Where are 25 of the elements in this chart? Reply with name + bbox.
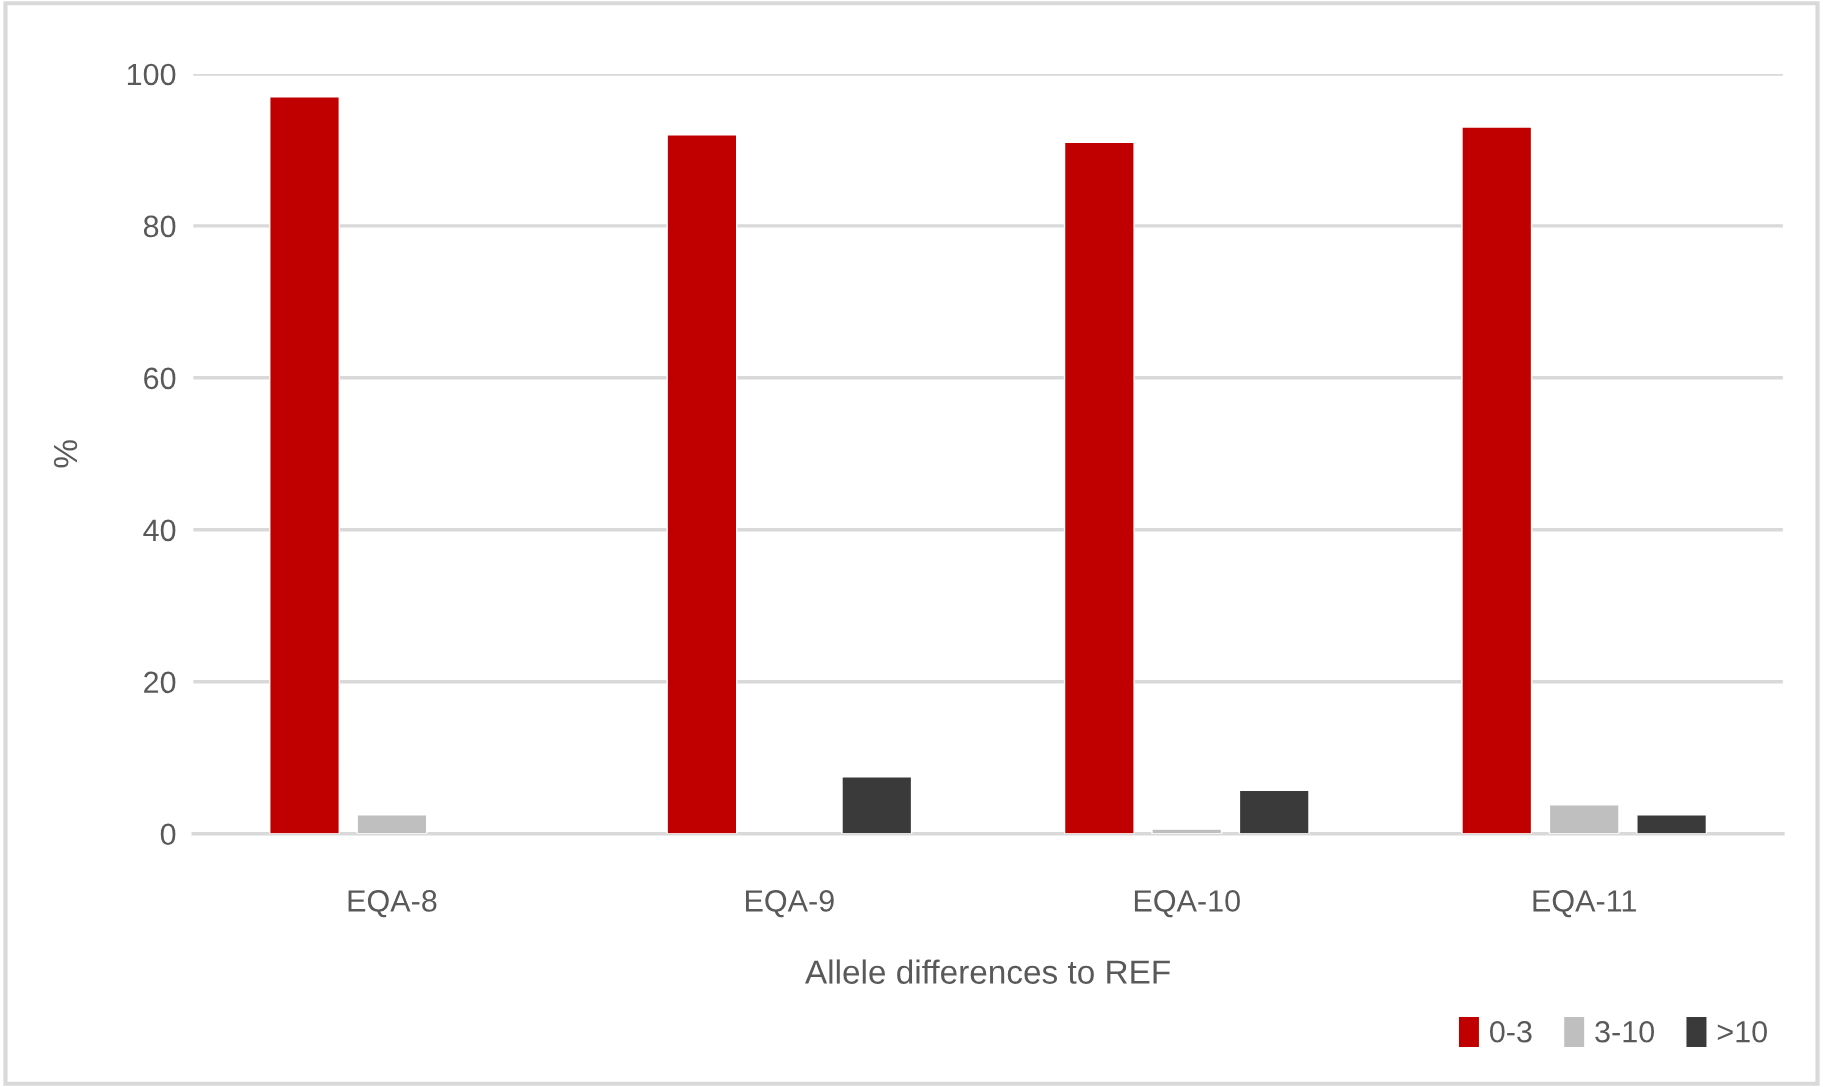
bar bbox=[1461, 126, 1533, 834]
y-tick-label: 0 bbox=[160, 823, 176, 846]
y-tick-label: 60 bbox=[144, 367, 176, 390]
x-tick-label: EQA-10 bbox=[1134, 890, 1240, 918]
bar bbox=[1636, 814, 1708, 834]
bar bbox=[666, 134, 738, 834]
bar bbox=[841, 776, 913, 834]
bar bbox=[1548, 804, 1620, 834]
y-tick-label: 40 bbox=[143, 519, 176, 542]
y-tick-label: 100 bbox=[127, 63, 176, 86]
y-axis-title: % bbox=[53, 440, 78, 468]
bar bbox=[1238, 789, 1310, 834]
x-tick-label: EQA-9 bbox=[746, 890, 834, 918]
x-tick-label: EQA-11 bbox=[1533, 890, 1636, 918]
bar bbox=[356, 814, 428, 834]
y-tick-label: 80 bbox=[143, 215, 176, 238]
x-tick-label: EQA-8 bbox=[348, 890, 437, 918]
y-tick-label: 20 bbox=[144, 671, 176, 694]
bar bbox=[269, 96, 340, 834]
legend-label: 0-3 bbox=[1489, 1020, 1532, 1043]
bar bbox=[1151, 828, 1223, 834]
bar bbox=[1063, 141, 1135, 834]
legend-label: 3-10 bbox=[1595, 1020, 1655, 1043]
legend-label: >10 bbox=[1717, 1020, 1767, 1043]
x-axis-title: Allele differences to REF bbox=[805, 959, 1170, 984]
